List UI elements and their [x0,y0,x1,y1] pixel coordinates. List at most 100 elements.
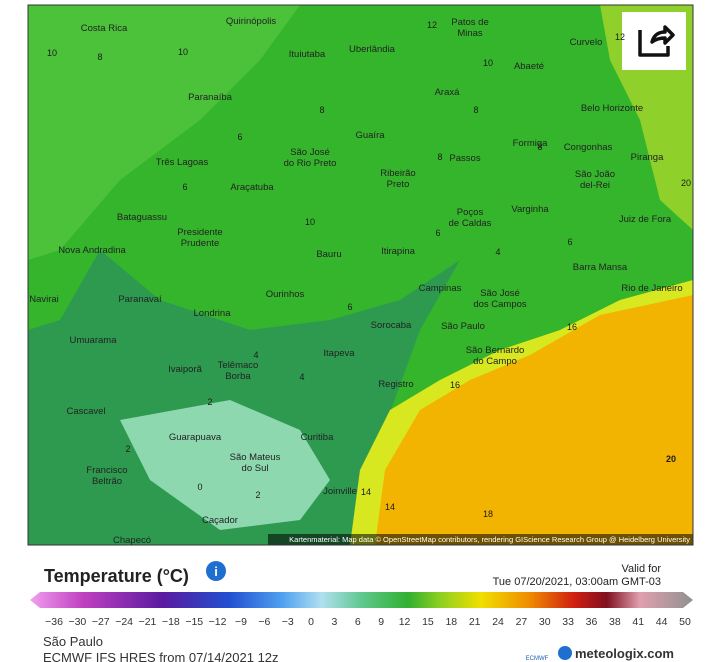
city-label: Patos de [451,17,489,28]
city-label: Paranavaí [118,294,162,305]
city-label: do Campo [473,356,517,367]
city-label: São João [575,169,615,180]
city-label: Uberlândia [349,44,396,55]
city-label: Chapecó [113,535,151,546]
contour-label: 4 [495,247,500,257]
ecmwf-logo: ECMWF [526,656,549,662]
contour-label: 10 [305,217,315,227]
colorbar-label: 50 [679,616,691,628]
colorbar-label: 36 [586,616,598,628]
colorbar-label: 33 [562,616,574,628]
land-light [28,5,300,260]
city-label: Minas [457,28,483,39]
share-button[interactable] [622,12,686,70]
info-i[interactable]: i [214,564,218,579]
contour-label: 8 [97,52,102,62]
colorbar-label: 12 [399,616,411,628]
contour-label: 14 [361,487,371,497]
city-label: Sorocaba [371,320,412,331]
city-label: São José [480,288,520,299]
colorbar-label: 18 [445,616,457,628]
city-label: Borba [225,371,251,382]
city-label: Ribeirão [380,168,415,179]
contour-label: 20 [666,454,676,464]
colorbar-label: 27 [516,616,528,628]
colorbar-label: 41 [632,616,644,628]
city-label: Costa Rica [81,23,128,34]
colorbar-label: −3 [282,616,294,628]
city-label: São Bernardo [466,345,525,356]
colorbar-label: 21 [469,616,481,628]
contour-label: 8 [473,105,478,115]
ocean [375,295,693,545]
brand-icon [558,646,572,660]
colorbar-label: −24 [115,616,133,628]
colorbar-label: 30 [539,616,551,628]
city-label: São José [290,147,330,158]
city-label: Beltrão [92,476,122,487]
city-label: Preto [387,179,410,190]
city-label: dos Campos [473,299,527,310]
city-label: Prudente [181,238,220,249]
contour-label: 6 [435,228,440,238]
attribution-bg [268,534,693,545]
contour-label: 10 [178,47,188,57]
city-label: Curitiba [301,432,334,443]
city-label: de Caldas [449,218,492,229]
land-cold [120,400,330,530]
colorbar-label: −18 [162,616,180,628]
city-label: Quirinópolis [226,16,276,27]
colorbar-label: −12 [209,616,227,628]
city-label: Piranga [631,152,664,163]
valid-time: Tue 07/20/2021, 03:00am GMT-03 [493,576,661,588]
city-label: Poços [457,207,484,218]
city-label: Telêmaco [218,360,259,371]
contour-label: 6 [567,237,572,247]
contour-label: 8 [319,105,324,115]
city-label: Três Lagoas [156,157,209,168]
info-icon[interactable] [206,561,226,581]
share-icon[interactable] [638,25,675,57]
contour-label: 16 [567,322,577,332]
contour-label: 0 [197,482,202,492]
contour-label: 6 [347,302,352,312]
attribution: Kartenmaterial: Map data © OpenStreetMap… [289,535,690,544]
location: São Paulo [43,634,103,649]
contour-label: 2 [255,490,260,500]
contour-label: 8 [437,152,442,162]
city-label: Registro [378,379,413,390]
contour-label: 12 [615,32,625,42]
city-label: Cascavel [66,406,105,417]
colorbar-label: −36 [45,616,63,628]
info-button[interactable]: i [206,561,226,581]
contour-label: 6 [237,132,242,142]
city-label: Itapeva [323,348,355,359]
city-label: Itirapina [381,246,416,257]
contour-label: 2 [207,397,212,407]
city-label: Barra Mansa [573,262,628,273]
colorbar [30,592,693,608]
city-label: Bauru [316,249,341,260]
colorbar-labels: −36 −30 −27 −24 −21 −18 −15 −12 −9 −6 −3 0 3 6 9 12 15 18… [45,616,691,628]
colorbar-label: −6 [258,616,270,628]
city-label: del-Rei [580,180,610,191]
contour-label: 14 [385,502,395,512]
city-label: do Sul [242,463,269,474]
colorbar-label: 44 [656,616,668,628]
contour-label: 8 [537,142,542,152]
city-label: Formiga [513,138,549,149]
valid-label: Valid for [621,563,661,575]
city-label: Araçatuba [230,182,274,193]
legend-title: Temperature (°C) [44,566,189,586]
city-label: Congonhas [564,142,613,153]
city-label: Araxá [435,87,461,98]
colorbar-label: −15 [185,616,203,628]
colorbar-label: 24 [492,616,504,628]
city-label: Ourinhos [266,289,305,300]
colorbar-label: −27 [92,616,110,628]
colorbar-label: 3 [332,616,338,628]
contour-label: 4 [253,350,258,360]
city-label: Caçador [202,515,238,526]
city-label: Paranaíba [188,92,233,103]
